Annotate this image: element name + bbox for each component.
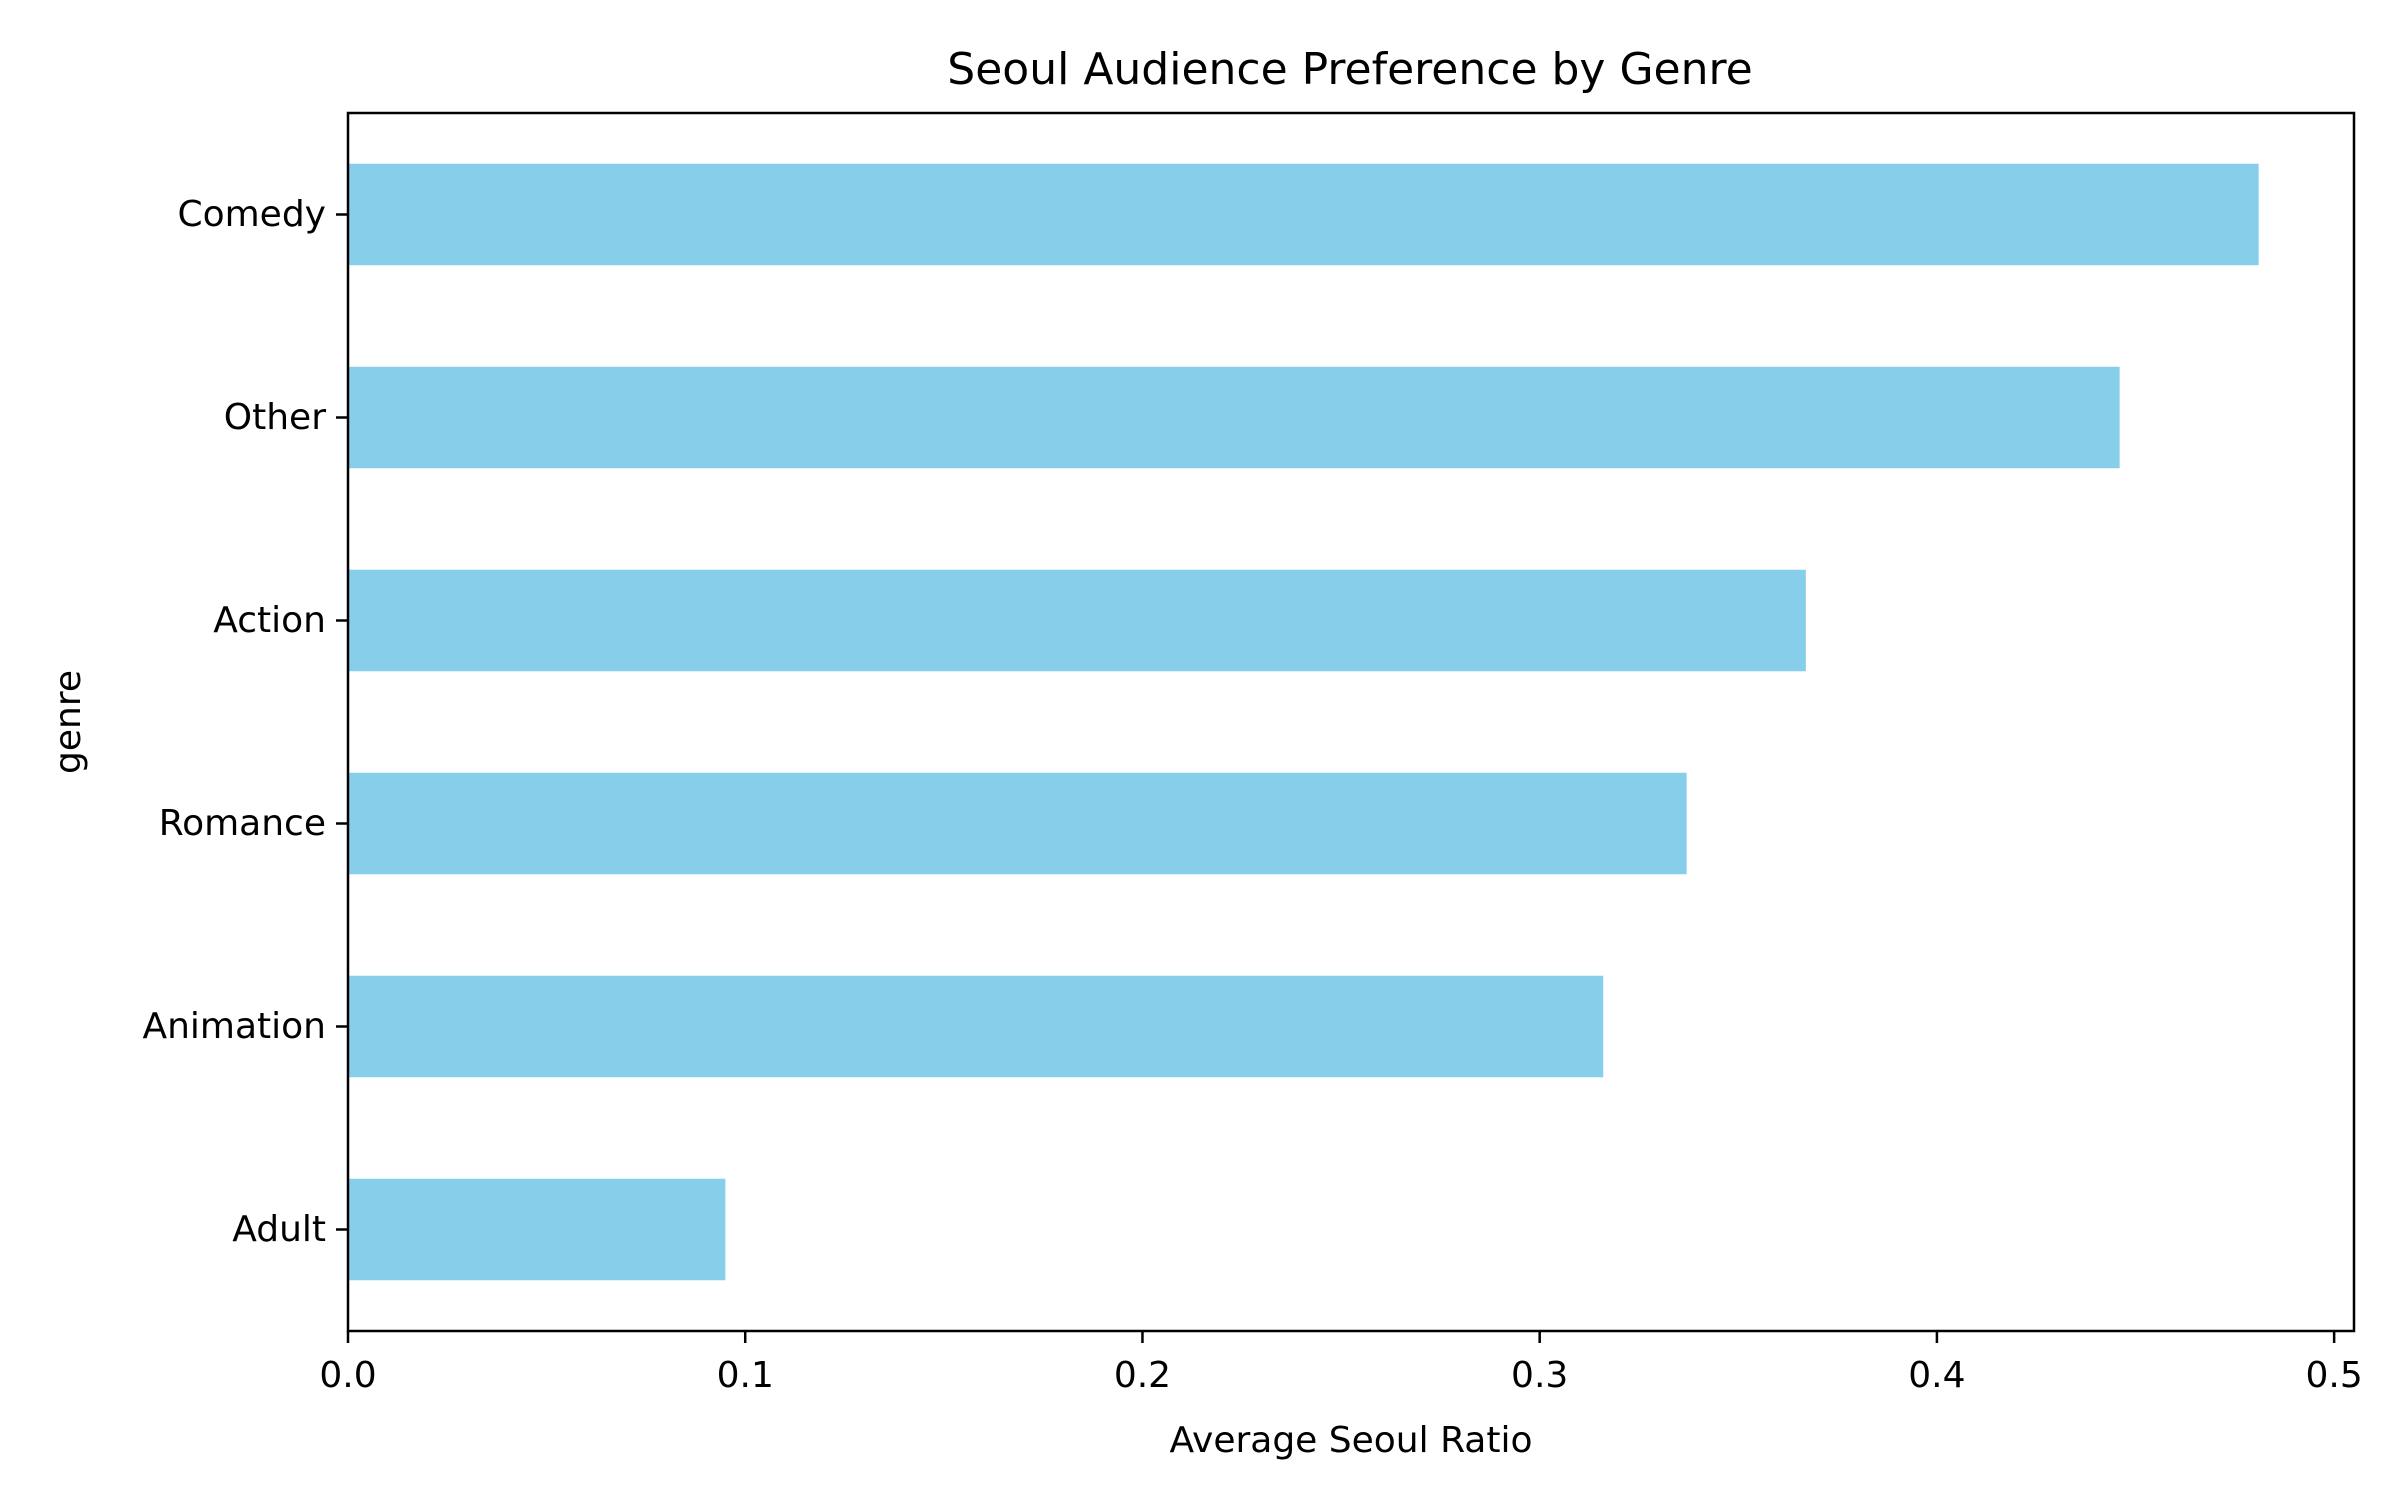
bar-comedy — [348, 163, 2259, 266]
x-tick-label-0: 0.0 — [319, 1355, 376, 1396]
bar-other — [348, 366, 2120, 469]
bar-animation — [348, 975, 1604, 1078]
chart-title: Seoul Audience Preference by Genre — [947, 44, 1752, 95]
x-tick-label-4: 0.4 — [1908, 1355, 1965, 1396]
bars-layer — [348, 163, 2259, 1281]
y-axis-label: genre — [48, 670, 89, 774]
y-tick-label-animation: Animation — [142, 1006, 326, 1047]
x-axis-label: Average Seoul Ratio — [1170, 1420, 1533, 1461]
y-tick-label-comedy: Comedy — [177, 194, 326, 235]
x-tick-label-1: 0.1 — [717, 1355, 774, 1396]
bar-romance — [348, 772, 1687, 875]
y-tick-label-action: Action — [213, 600, 326, 641]
x-tick-label-3: 0.3 — [1511, 1355, 1568, 1396]
x-tick-label-2: 0.2 — [1114, 1355, 1171, 1396]
plot-frame — [346, 111, 2356, 1333]
bar-adult — [348, 1178, 726, 1281]
y-tick-label-adult: Adult — [232, 1209, 326, 1250]
y-ticks-layer: Adult Animation Romance Action Other Comedy — [142, 194, 348, 1250]
x-tick-label-5: 0.5 — [2306, 1355, 2363, 1396]
x-ticks-layer: 0.0 0.1 0.2 0.3 0.4 0.5 — [319, 1331, 2363, 1396]
y-tick-label-romance: Romance — [159, 803, 326, 844]
bar-action — [348, 569, 1806, 672]
y-tick-label-other: Other — [224, 397, 326, 438]
